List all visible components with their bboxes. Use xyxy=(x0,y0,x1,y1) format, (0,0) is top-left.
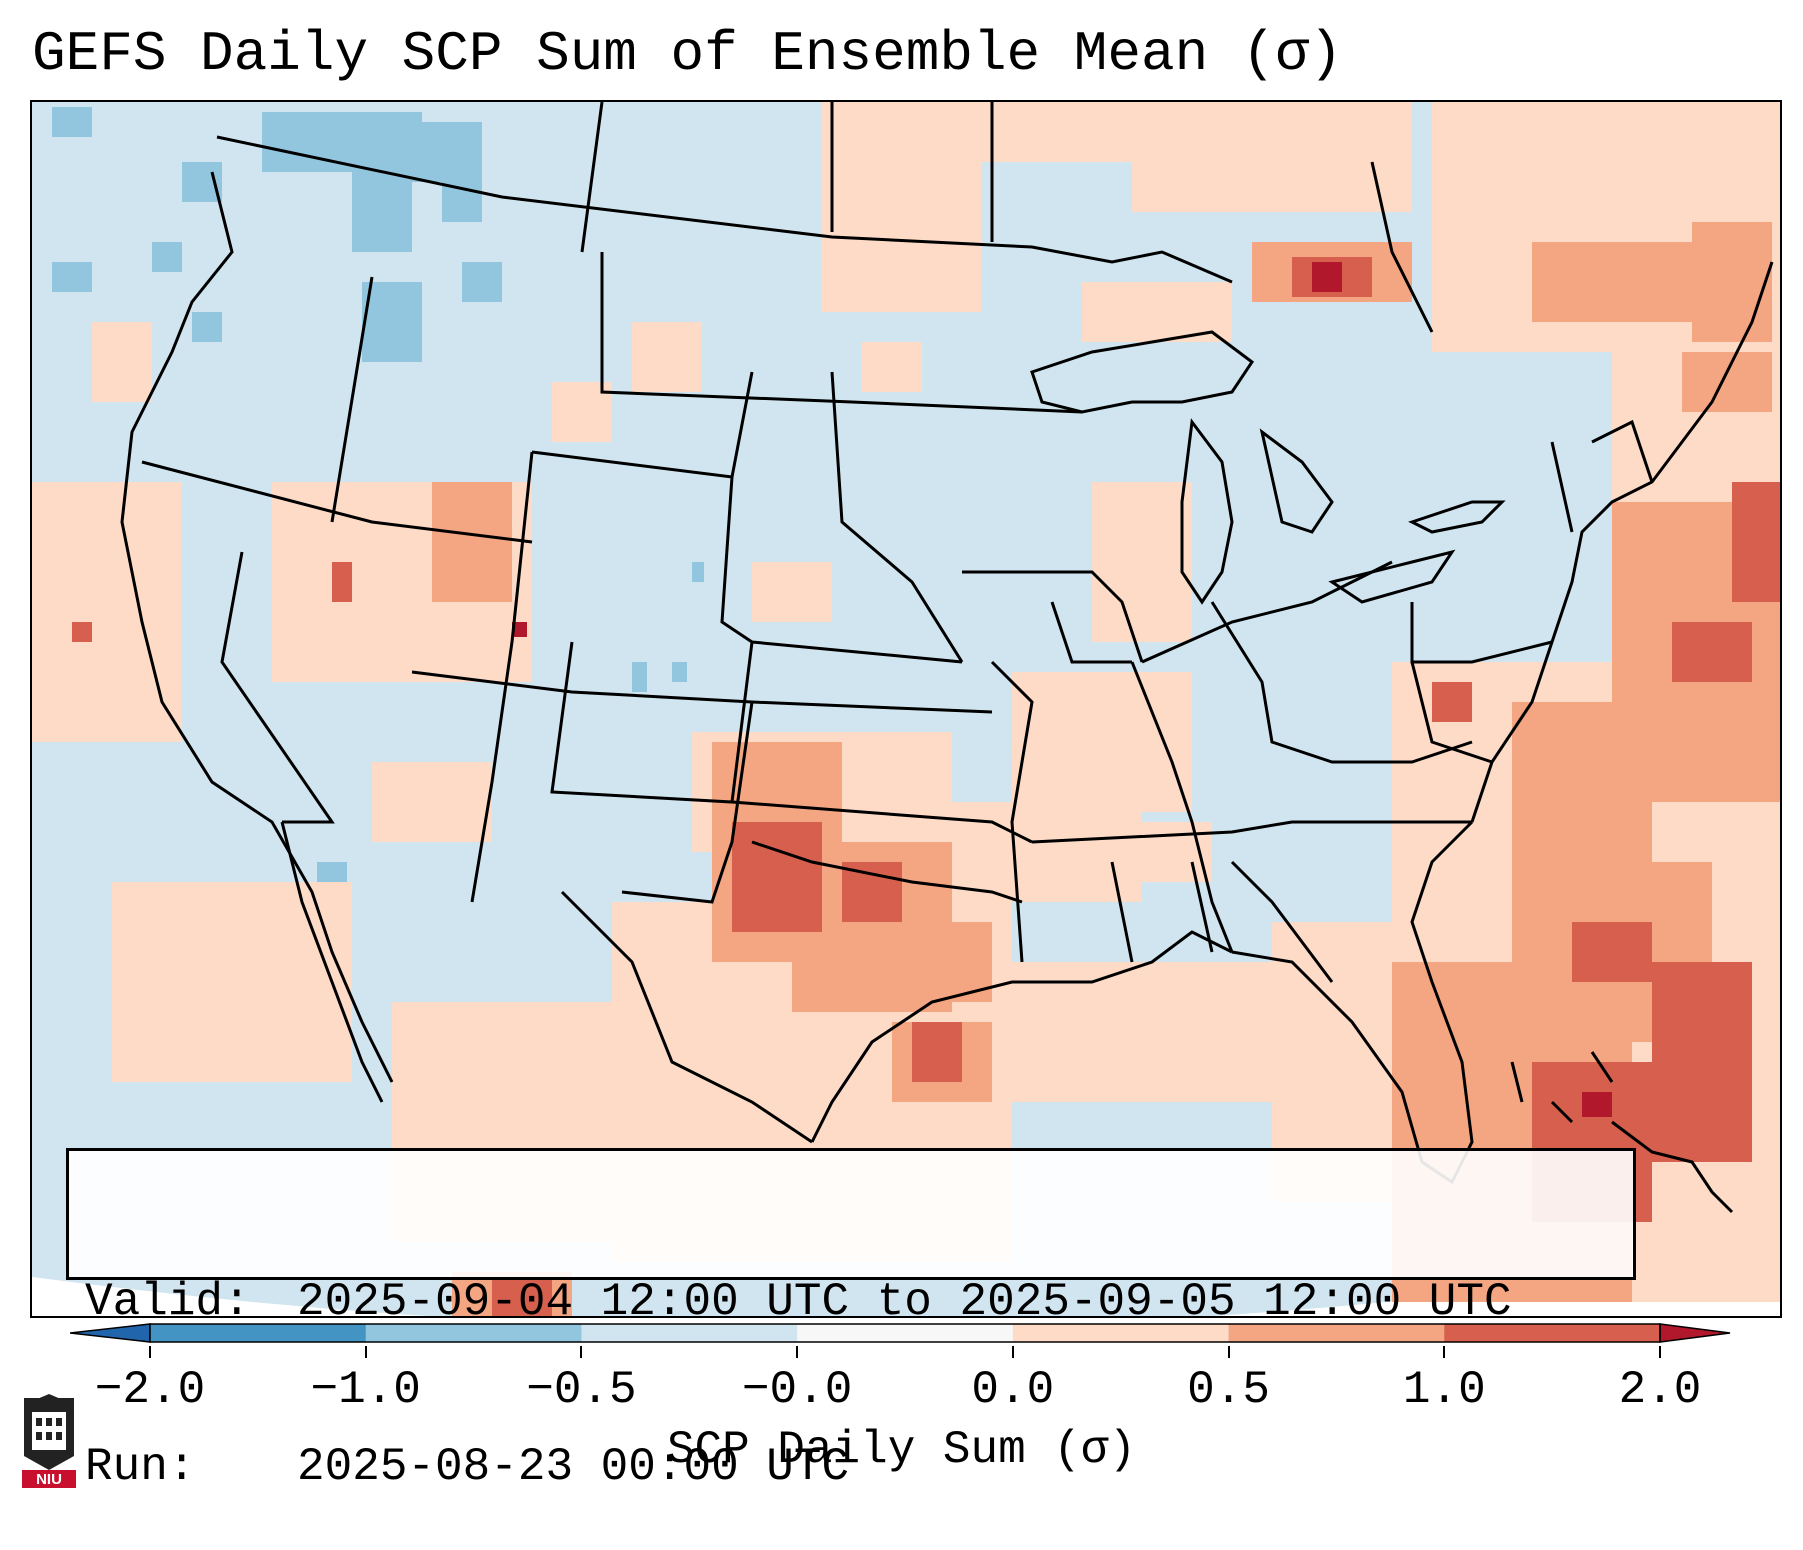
colorbar-tick xyxy=(1011,1346,1014,1358)
extreme-positive-anomaly-areas xyxy=(512,262,1612,1117)
colorbar-tick xyxy=(1659,1346,1661,1358)
run-value: 2025-08-23 00:00 UTC xyxy=(297,1441,850,1493)
colorbar-segment xyxy=(797,1324,1014,1342)
colorbar-tick-label: 0.0 xyxy=(971,1364,1055,1416)
colorbar-segment xyxy=(1228,1324,1445,1342)
run-row: Run: 2025-08-23 00:00 UTC xyxy=(85,1440,1633,1495)
colorbar-title: SCP Daily Sum (σ) xyxy=(666,1424,1137,1476)
colorbar-tick xyxy=(1227,1346,1230,1358)
chart-title: GEFS Daily SCP Sum of Ensemble Mean (σ) xyxy=(32,22,1343,86)
valid-row: Valid: 2025-09-04 12:00 UTC to 2025-09-05… xyxy=(85,1275,1633,1330)
colorbar-under-arrow xyxy=(69,1323,151,1343)
colorbar-svg xyxy=(69,1323,1731,1343)
scp-map xyxy=(32,102,1780,1316)
colorbar-tick-label: 2.0 xyxy=(1618,1364,1702,1416)
colorbar-tick xyxy=(580,1346,583,1358)
niu-logo: NIU xyxy=(20,1392,78,1488)
colorbar-tick xyxy=(364,1346,367,1358)
niu-university-logo-icon: NIU xyxy=(22,1394,76,1488)
colorbar-over-arrow xyxy=(1659,1323,1731,1343)
colorbar-tick-label: −0.5 xyxy=(526,1364,637,1416)
map-panel xyxy=(30,100,1782,1318)
logo-text: NIU xyxy=(36,1471,62,1488)
colorbar-tick xyxy=(149,1346,151,1358)
colorbar-tick-label: 0.5 xyxy=(1187,1364,1270,1416)
colorbar-tick xyxy=(796,1346,799,1358)
projection-edge xyxy=(32,1252,1780,1316)
colorbar-tick-label: 1.0 xyxy=(1402,1364,1486,1416)
colorbar-segment xyxy=(1444,1324,1661,1342)
colorbar-tick-label: −2.0 xyxy=(94,1364,206,1416)
colorbar-tick-label: −1.0 xyxy=(310,1364,421,1416)
valid-time-box: Valid: 2025-09-04 12:00 UTC to 2025-09-05… xyxy=(66,1148,1636,1493)
colorbar-segment xyxy=(365,1324,582,1342)
colorbar-segment xyxy=(581,1324,798,1342)
coastlines-and-borders xyxy=(120,102,1774,1214)
colorbar-outline xyxy=(149,1323,1661,1343)
colorbar-tick xyxy=(1443,1346,1446,1358)
negative-anomaly-areas xyxy=(52,107,704,912)
colorbar-segment xyxy=(150,1324,367,1342)
colorbar-segment xyxy=(1012,1324,1230,1342)
colorbar-tick-label: −0.0 xyxy=(741,1364,853,1416)
valid-key: Valid: xyxy=(85,1276,251,1328)
run-key: Run: xyxy=(85,1441,196,1493)
valid-value: 2025-09-04 12:00 UTC to 2025-09-05 12:00… xyxy=(297,1276,1512,1328)
colorbar xyxy=(69,1318,1750,1348)
